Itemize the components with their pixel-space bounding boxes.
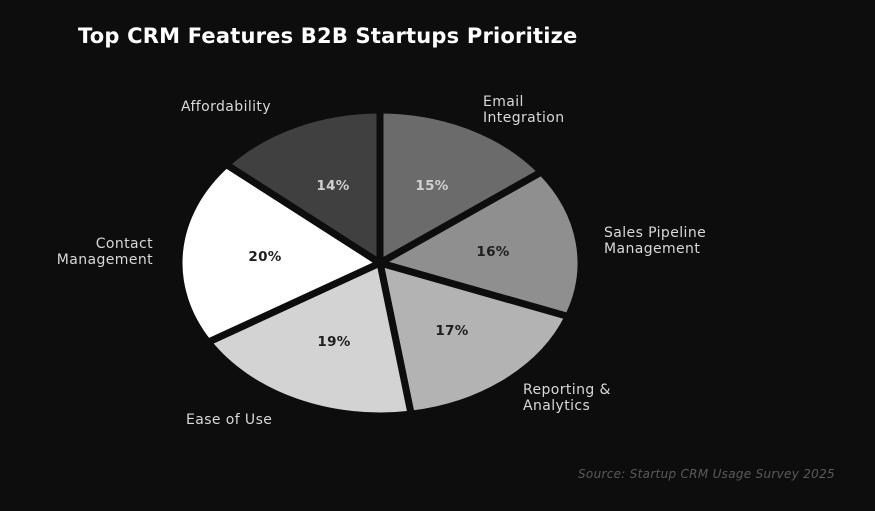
- label-line: Analytics: [523, 398, 591, 414]
- pie-slice-email-integration: [376, 106, 548, 269]
- pie-slice-sales-pipeline: [370, 167, 585, 321]
- pct-contact-management: 20%: [248, 249, 282, 265]
- label-line: Management: [56, 252, 153, 268]
- pct-email-integration: 15%: [415, 178, 449, 194]
- pct-affordability: 14%: [316, 178, 350, 194]
- slice-label-ease-of-use: Ease of Use: [186, 412, 273, 428]
- slice-label-contact-management: Contact Management: [57, 236, 153, 268]
- chart-title: Top CRM Features B2B Startups Prioritize: [78, 24, 578, 48]
- slice-label-sales-pipeline: Sales Pipeline Management: [604, 225, 706, 257]
- pct-sales-pipeline: 16%: [476, 244, 510, 260]
- label-line: Email: [483, 94, 524, 110]
- slice-label-affordability: Affordability: [181, 99, 272, 115]
- source-note: Source: Startup CRM Usage Survey 2025: [578, 467, 835, 481]
- pct-reporting-analytics: 17%: [435, 323, 469, 339]
- slice-label-reporting-analytics: Reporting & Analytics: [523, 382, 611, 414]
- label-line: Integration: [483, 110, 565, 126]
- label-line: Sales Pipeline: [604, 225, 707, 241]
- pie-slice-contact-management: [175, 160, 388, 347]
- pie-slice-ease-of-use: [202, 257, 416, 420]
- pct-ease-of-use: 19%: [317, 334, 351, 350]
- slice-label-email-integration: Email Integration: [483, 94, 565, 126]
- pie-slice-affordability: [220, 106, 384, 270]
- label-line: Contact: [95, 236, 153, 252]
- pie-slice-reporting-analytics: [375, 258, 574, 419]
- label-line: Reporting &: [523, 382, 611, 398]
- label-line: Management: [604, 241, 701, 257]
